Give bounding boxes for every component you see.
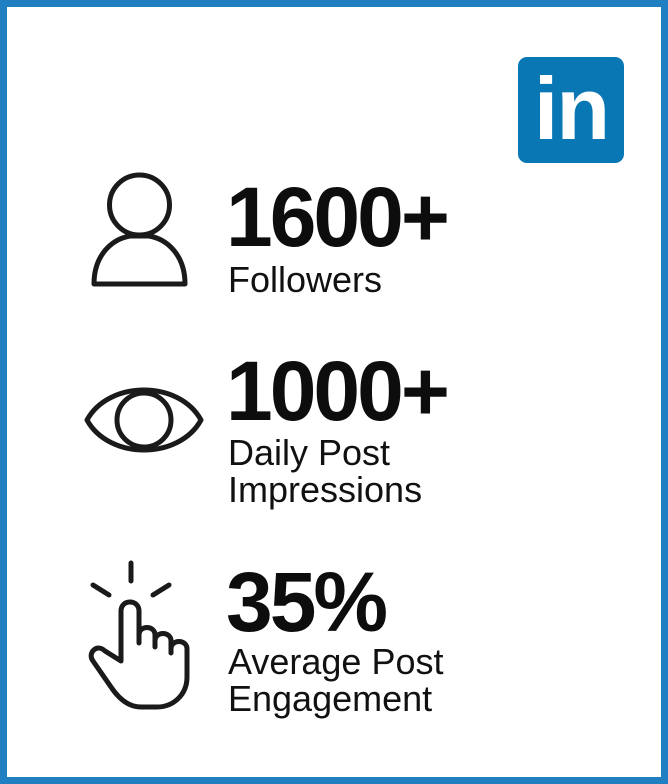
engagement-value: 35% bbox=[226, 555, 388, 649]
impressions-value: 1000+ bbox=[226, 344, 450, 438]
linkedin-logo-text: in bbox=[533, 59, 610, 158]
engagement-label: Average Post Engagement bbox=[228, 641, 444, 719]
linkedin-logo: in bbox=[518, 57, 624, 163]
tap-finger-icon bbox=[88, 560, 190, 710]
person-icon bbox=[91, 172, 188, 287]
followers-value: 1600+ bbox=[226, 170, 450, 264]
impressions-label: Daily Post Impressions bbox=[228, 432, 423, 510]
followers-label: Followers bbox=[228, 259, 383, 300]
eye-icon bbox=[84, 387, 204, 453]
